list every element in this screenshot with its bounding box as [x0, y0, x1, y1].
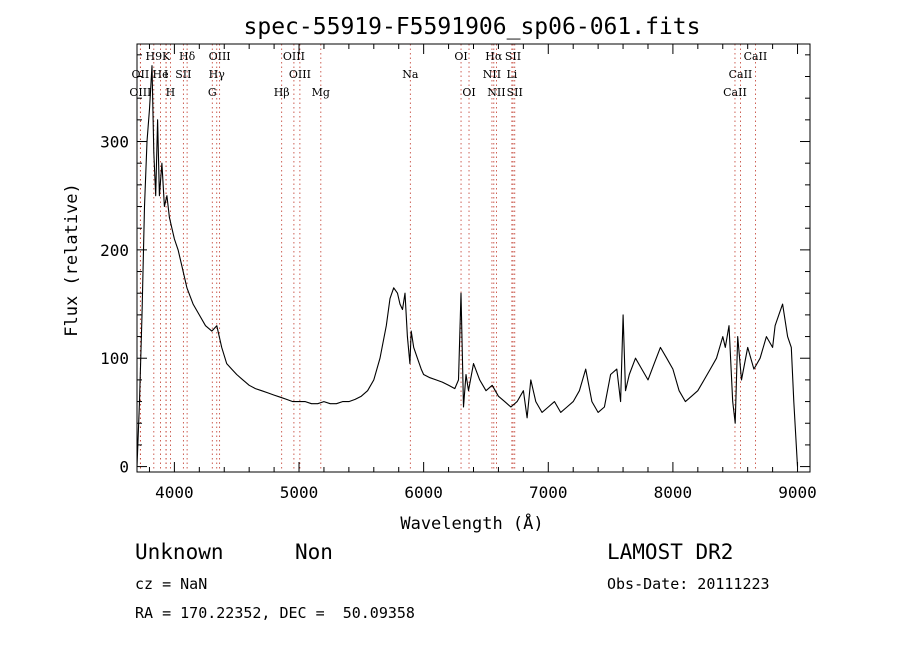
spectral-line-label: SII: [505, 50, 521, 63]
obs-date-label: Obs-Date: 20111223: [607, 575, 770, 593]
y-tick-label: 0: [119, 458, 129, 477]
y-axis-label: Flux (relative): [62, 183, 82, 337]
spectral-line-label: G: [208, 86, 217, 99]
spectral-line-label: OI: [454, 50, 467, 63]
spectral-line-label: SII: [175, 68, 191, 81]
spectral-line-label: Hδ: [179, 50, 196, 63]
subclass-label: Non: [295, 540, 333, 564]
spectral-line-label: NII: [483, 68, 501, 81]
spectral-line-label: OIII: [129, 86, 151, 99]
redshift-label: cz = NaN: [135, 575, 208, 593]
y-tick-label: 200: [100, 241, 129, 260]
spectral-line-label: CaII: [723, 86, 747, 99]
spectral-line-label: SII: [507, 86, 523, 99]
spectral-line-label: CaII: [744, 50, 768, 63]
spectral-line-label: OIII: [209, 50, 231, 63]
spectral-line-label: K: [162, 50, 171, 63]
spectral-line-label: H9: [146, 50, 163, 63]
survey-label: LAMOST DR2: [607, 540, 734, 564]
x-axis-label: Wavelength (Å): [400, 512, 543, 534]
x-tick-label: 5000: [280, 483, 319, 502]
class-label: Unknown: [135, 540, 224, 564]
spectral-line-label: CaII: [729, 68, 753, 81]
spectral-line-label: Na: [402, 68, 419, 81]
plot-frame: [136, 43, 811, 473]
x-tick-label: 9000: [778, 483, 817, 502]
coordinates-label: RA = 170.22352, DEC = 50.09358: [135, 604, 415, 622]
x-tick-label: 8000: [654, 483, 693, 502]
spectral-line-label: OIII: [283, 50, 305, 63]
spectral-line-label: Hγ: [209, 68, 226, 81]
spectral-line-label: OII: [132, 68, 150, 81]
y-tick-label: 300: [100, 133, 129, 152]
y-tick-label: 100: [100, 349, 129, 368]
spectral-line-label: I: [164, 68, 168, 81]
chart-title: spec-55919-F5591906_sp06-061.fits: [244, 14, 701, 40]
x-tick-label: 6000: [404, 483, 443, 502]
spectral-line-label: Mg: [312, 86, 330, 99]
spectral-line-label: He: [153, 68, 169, 81]
flux-series-line: [136, 65, 799, 467]
x-tick-label: 7000: [529, 483, 568, 502]
spectral-line-label: OIII: [289, 68, 311, 81]
spectral-line-label: H: [166, 86, 176, 99]
spectral-line-label: NII: [487, 86, 505, 99]
spectral-line-label: OI: [462, 86, 475, 99]
spectral-line-label: Li: [506, 68, 517, 81]
spectral-line-label: Hα: [485, 50, 503, 63]
spectral-line-label: Hβ: [274, 86, 290, 99]
x-tick-label: 4000: [155, 483, 194, 502]
